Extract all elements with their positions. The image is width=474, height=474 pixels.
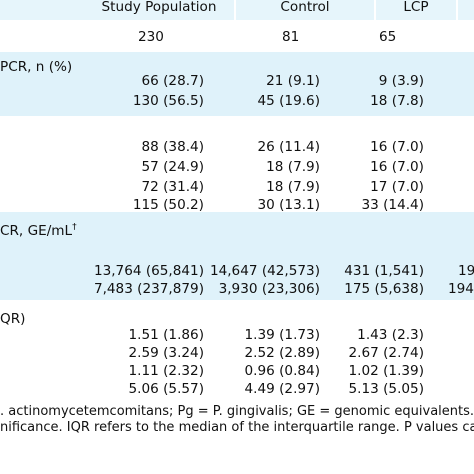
cell: 19 bbox=[458, 263, 474, 279]
band-iqr bbox=[0, 300, 474, 400]
cell: 2.59 (3.24) bbox=[128, 345, 204, 361]
section-label-ge: CR, GE/mL† bbox=[0, 222, 77, 239]
cell: 5.13 (5.05) bbox=[348, 381, 424, 397]
cell: 45 (19.6) bbox=[257, 93, 321, 109]
cell: 66 (28.7) bbox=[141, 73, 205, 89]
cell: 1.02 (1.39) bbox=[348, 363, 424, 379]
cell: 21 (9.1) bbox=[266, 73, 320, 89]
cell: 1.11 (2.32) bbox=[128, 363, 204, 379]
col-header-study: Study Population bbox=[84, 0, 234, 20]
cell: 2.52 (2.89) bbox=[244, 345, 320, 361]
header-separator bbox=[456, 0, 458, 20]
header-separator bbox=[374, 0, 376, 20]
cell: 5.06 (5.57) bbox=[128, 381, 204, 397]
cell: 18 (7.9) bbox=[266, 179, 320, 195]
cell: 57 (24.9) bbox=[141, 159, 205, 175]
header-separator bbox=[234, 0, 236, 20]
cell: 30 (13.1) bbox=[257, 197, 321, 213]
cell: 1.39 (1.73) bbox=[244, 327, 320, 343]
n-study: 230 bbox=[138, 29, 164, 45]
cell: 0.96 (0.84) bbox=[244, 363, 320, 379]
col-header-lcp: LCP bbox=[376, 0, 456, 20]
n-control: 81 bbox=[282, 29, 300, 45]
n-lcp: 65 bbox=[379, 29, 397, 45]
cell: 16 (7.0) bbox=[370, 159, 424, 175]
band-footer bbox=[0, 400, 474, 474]
cell: 18 (7.8) bbox=[370, 93, 424, 109]
cell: 9 (3.9) bbox=[378, 73, 424, 89]
dagger-marker: † bbox=[72, 222, 77, 233]
cell: 3,930 (23,306) bbox=[218, 281, 320, 297]
footnote-line-1: . actinomycetemcomitans; Pg = P. gingiva… bbox=[0, 404, 474, 419]
cell: 18 (7.9) bbox=[266, 159, 320, 175]
section-label-iqr: QR) bbox=[0, 311, 26, 327]
band-pcr bbox=[0, 52, 474, 116]
cell: 14,647 (42,573) bbox=[209, 263, 320, 279]
cell: 4.49 (2.97) bbox=[244, 381, 320, 397]
cell: 1.51 (1.86) bbox=[128, 327, 204, 343]
cell: 26 (11.4) bbox=[257, 139, 321, 155]
footnote-line-2: nificance. IQR refers to the median of t… bbox=[0, 420, 474, 435]
cell: 13,764 (65,841) bbox=[93, 263, 204, 279]
cell: 16 (7.0) bbox=[370, 139, 424, 155]
cell: 72 (31.4) bbox=[141, 179, 205, 195]
band-ge bbox=[0, 212, 474, 300]
cell: 2.67 (2.74) bbox=[348, 345, 424, 361]
cell: 1.43 (2.3) bbox=[357, 327, 424, 343]
cell: 130 (56.5) bbox=[132, 93, 204, 109]
cell: 33 (14.4) bbox=[361, 197, 425, 213]
cell: 175 (5,638) bbox=[344, 281, 424, 297]
cell: 7,483 (237,879) bbox=[93, 281, 204, 297]
cell: 88 (38.4) bbox=[141, 139, 205, 155]
cell: 431 (1,541) bbox=[344, 263, 424, 279]
cell: 194 bbox=[448, 281, 474, 297]
cell: 17 (7.0) bbox=[370, 179, 424, 195]
cell: 115 (50.2) bbox=[132, 197, 204, 213]
col-header-control: Control bbox=[236, 0, 374, 20]
section-label-pcr: PCR, n (%) bbox=[0, 59, 73, 75]
